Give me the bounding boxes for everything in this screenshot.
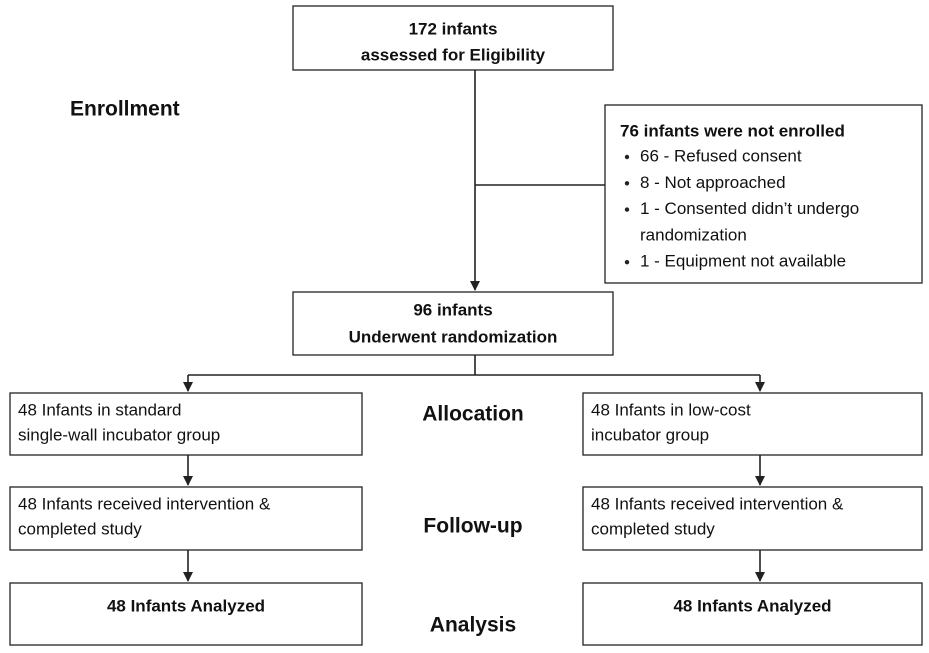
box-text: single-wall incubator group bbox=[18, 425, 220, 444]
bullet bbox=[624, 181, 630, 186]
list-item: 1 - Equipment not available bbox=[640, 252, 846, 271]
allocation-box bbox=[582, 392, 923, 456]
box-text: 172 infants bbox=[409, 19, 498, 38]
box-text: completed study bbox=[18, 519, 142, 538]
list-item: 8 - Not approached bbox=[640, 173, 786, 192]
allocation-box bbox=[9, 392, 363, 456]
box-text: 48 Infants Analyzed bbox=[673, 596, 831, 615]
followup-box bbox=[9, 486, 363, 551]
eligibility-box bbox=[292, 5, 614, 71]
randomized-box bbox=[292, 291, 614, 356]
list-item: 1 - Consented didn’t undergo bbox=[640, 199, 859, 218]
box-text: 48 Infants received intervention & bbox=[591, 494, 844, 513]
box-title: 76 infants were not enrolled bbox=[620, 121, 845, 140]
box-text: 96 infants bbox=[413, 300, 492, 319]
box-text: assessed for Eligibility bbox=[361, 45, 546, 64]
stage-label: Follow-up bbox=[423, 515, 522, 538]
box-text: incubator group bbox=[591, 425, 709, 444]
analysis-box bbox=[9, 582, 363, 646]
list-item: 66 - Refused consent bbox=[640, 146, 802, 165]
list-item: randomization bbox=[640, 225, 747, 244]
box-text: 48 Infants received intervention & bbox=[18, 494, 271, 513]
arms: 48 Infants in standard single-wall incuba… bbox=[9, 392, 923, 646]
box-text: completed study bbox=[591, 519, 715, 538]
box-text: 48 Infants Analyzed bbox=[107, 596, 265, 615]
analysis-box bbox=[582, 582, 923, 646]
stage-label: Allocation bbox=[422, 403, 524, 426]
bullet bbox=[624, 154, 630, 160]
followup-box bbox=[582, 486, 923, 551]
box-text: Underwent randomization bbox=[349, 327, 558, 346]
bullet bbox=[624, 260, 630, 265]
excluded-list: 66 - Refused consent 8 - Not approached 1 … bbox=[624, 146, 859, 271]
box-text: 48 Infants in low-cost bbox=[591, 400, 751, 419]
box-text: 48 Infants in standard bbox=[18, 400, 182, 419]
stage-label: Enrollment bbox=[70, 98, 180, 121]
stage-label: Analysis bbox=[430, 614, 516, 637]
bullet bbox=[624, 207, 630, 212]
excluded-box bbox=[604, 104, 923, 284]
